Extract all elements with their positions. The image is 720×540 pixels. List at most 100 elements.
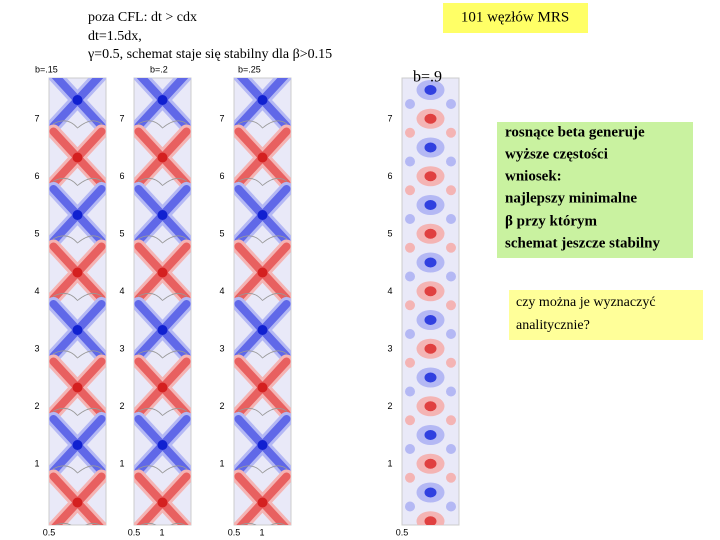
y-tick-label: 5 [219, 228, 224, 238]
contour [72, 325, 83, 335]
contour [137, 350, 188, 359]
contour-plot [49, 78, 106, 525]
contour [157, 440, 168, 450]
contour [446, 300, 456, 311]
panels: b=.15 7 6 5 4 3 2 1 0.5 b=.2 7 6 5 4 3 2 1 0.5 1 b=.25 7 6 5 4 3… [34, 64, 460, 540]
y-tick-label: 1 [387, 458, 392, 468]
contour [52, 465, 103, 474]
contour [157, 95, 168, 105]
x-tick-label: 1 [259, 527, 264, 537]
contour [55, 522, 101, 525]
header-line: poza CFL: dt > cdx [88, 10, 197, 25]
contour [424, 171, 437, 182]
y-tick-label: 7 [34, 113, 39, 123]
contour [140, 522, 186, 525]
contour [405, 185, 415, 196]
conclusion-box [497, 122, 693, 258]
y-tick-label: 7 [387, 113, 392, 123]
y-tick-label: 4 [119, 286, 124, 296]
y-tick-label: 2 [119, 401, 124, 411]
contour [446, 386, 456, 397]
x-tick-label: 0.5 [396, 527, 409, 537]
contour [446, 271, 456, 282]
contour [72, 267, 83, 278]
contour [405, 357, 415, 368]
contour [424, 401, 437, 412]
conclusion-line: wniosek: [505, 168, 562, 184]
contour [405, 156, 415, 167]
y-tick-label: 4 [34, 286, 39, 296]
contour [424, 85, 437, 95]
contour [52, 407, 103, 417]
y-tick-label: 3 [219, 343, 224, 353]
contour [257, 267, 268, 278]
contour [52, 235, 103, 244]
y-tick-label: 4 [387, 286, 392, 296]
contour [446, 472, 456, 483]
y-tick-label: 6 [119, 171, 124, 181]
contour [424, 430, 437, 440]
contour [405, 99, 415, 109]
contour-plot [134, 78, 191, 525]
contour [52, 120, 103, 129]
contour [157, 267, 168, 278]
y-tick-label: 6 [219, 171, 224, 181]
contour-plot [405, 80, 456, 540]
conclusion-line: rosnące beta generuje [505, 124, 645, 140]
y-tick-label: 6 [387, 171, 392, 181]
y-tick-label: 1 [119, 458, 124, 468]
y-tick-label: 5 [34, 228, 39, 238]
contour [137, 407, 188, 417]
contour [137, 235, 188, 244]
contour [405, 271, 415, 282]
contour [257, 210, 268, 220]
contour [137, 465, 188, 474]
y-tick-label: 5 [119, 228, 124, 238]
contour [52, 350, 103, 359]
y-tick-label: 2 [387, 401, 392, 411]
contour [446, 329, 456, 339]
contour [257, 152, 268, 163]
contour [72, 210, 83, 220]
contour [446, 156, 456, 167]
contour [137, 292, 188, 302]
y-tick-label: 3 [119, 343, 124, 353]
question-box [509, 290, 703, 340]
contour [446, 127, 456, 138]
contour [257, 325, 268, 335]
contour [446, 357, 456, 368]
contour [237, 235, 288, 244]
contour [405, 415, 415, 426]
y-tick-label: 4 [219, 286, 224, 296]
contour [405, 472, 415, 483]
contour-plot [234, 78, 291, 525]
contour [237, 465, 288, 474]
contour [72, 382, 83, 393]
panel-label: b=.9 [413, 69, 442, 86]
panel-label: b=.25 [238, 64, 261, 74]
contour [446, 444, 456, 454]
contour [446, 415, 456, 426]
contour [424, 200, 437, 210]
x-tick-label: 1 [159, 527, 164, 537]
contour [157, 152, 168, 163]
contour [157, 210, 168, 220]
contour [52, 292, 103, 302]
contour [424, 228, 437, 239]
contour [405, 444, 415, 454]
contour [72, 152, 83, 163]
contour [424, 142, 437, 153]
x-tick-label: 0.5 [43, 527, 56, 537]
y-tick-label: 1 [219, 458, 224, 468]
contour [424, 343, 437, 354]
x-tick-label: 0.5 [228, 527, 241, 537]
contour [72, 497, 83, 508]
badge-box [443, 3, 588, 33]
contour [424, 113, 437, 124]
contour [72, 95, 83, 105]
conclusion-line: wyższe częstości [505, 146, 608, 162]
contour [446, 530, 456, 540]
contour [157, 325, 168, 335]
header-line: dt=1.5dx, [88, 29, 142, 44]
